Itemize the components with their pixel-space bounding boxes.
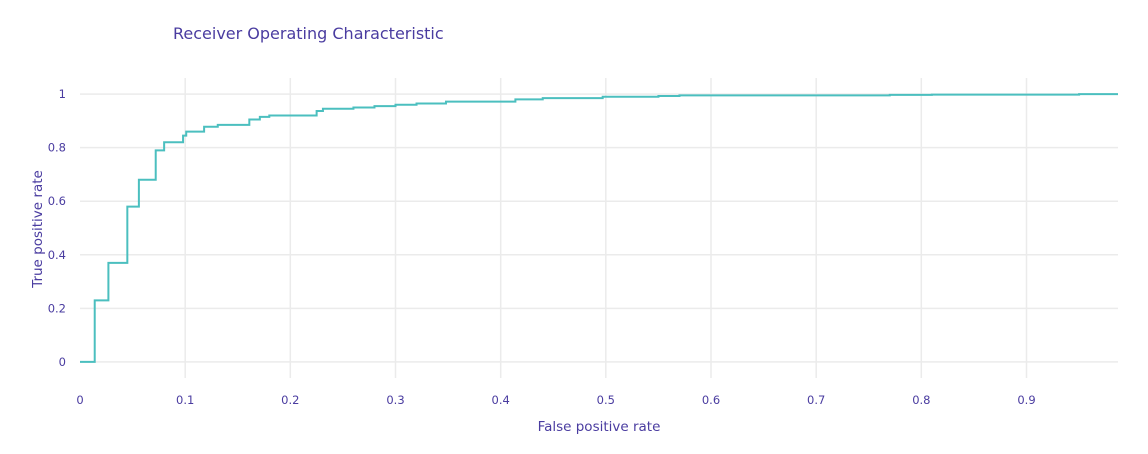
x-tick-label: 0 xyxy=(76,393,83,407)
x-tick-label: 0.3 xyxy=(386,393,404,407)
roc-curve-line xyxy=(80,93,1118,363)
y-tick-label: 0.4 xyxy=(48,248,66,262)
x-tick-label: 0.4 xyxy=(492,393,510,407)
x-axis-label: False positive rate xyxy=(538,419,661,435)
x-tick-label: 0.5 xyxy=(597,393,615,407)
chart-title: Receiver Operating Characteristic xyxy=(173,24,444,43)
y-axis-label: True positive rate xyxy=(30,170,46,289)
y-tick-label: 0.2 xyxy=(48,301,66,315)
grid-layer xyxy=(80,78,1118,378)
y-tick-label: 0.8 xyxy=(48,141,66,155)
y-tick-label: 0 xyxy=(59,355,66,369)
x-tick-label: 0.9 xyxy=(1017,393,1035,407)
x-tick-label: 0.8 xyxy=(912,393,930,407)
x-tick-label: 0.1 xyxy=(176,393,194,407)
y-tick-labels: 0 0.2 0.4 0.6 0.8 1 xyxy=(48,87,66,369)
y-tick-label: 0.6 xyxy=(48,194,66,208)
x-tick-labels: 0 0.1 0.2 0.3 0.4 0.5 0.6 0.7 0.8 0.9 xyxy=(76,393,1035,407)
series-layer xyxy=(80,93,1118,363)
x-tick-label: 0.2 xyxy=(281,393,299,407)
x-tick-label: 0.7 xyxy=(807,393,825,407)
x-tick-label: 0.6 xyxy=(702,393,720,407)
y-tick-label: 1 xyxy=(59,87,66,101)
